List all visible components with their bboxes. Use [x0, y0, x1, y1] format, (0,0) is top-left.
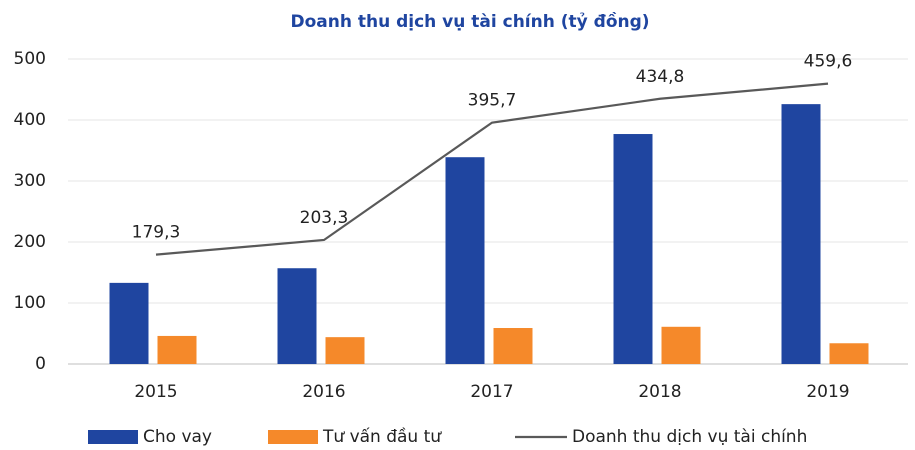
x-tick-label: 2019 — [806, 382, 849, 402]
line — [155, 82, 829, 256]
chart-title: Doanh thu dịch vụ tài chính (tỷ đồng) — [290, 11, 649, 32]
data-label: 434,8 — [636, 67, 685, 87]
x-tick-label: 2017 — [470, 382, 513, 402]
legend-label: Doanh thu dịch vụ tài chính — [572, 427, 807, 447]
bar — [325, 337, 365, 364]
bar — [661, 326, 701, 364]
legend-label: Tư vấn đầu tư — [322, 426, 442, 447]
x-tick-label: 2015 — [134, 382, 177, 402]
data-label: 179,3 — [132, 223, 181, 243]
bar — [781, 104, 821, 364]
bar — [445, 157, 485, 364]
legend-label: Cho vay — [143, 427, 212, 447]
data-label: 395,7 — [468, 91, 517, 111]
bar — [109, 282, 149, 364]
bar — [829, 343, 869, 364]
legend-swatch — [88, 430, 138, 444]
legend-swatch — [268, 430, 318, 444]
y-tick-label: 300 — [14, 171, 46, 191]
y-tick-label: 100 — [14, 293, 46, 313]
bar — [493, 328, 533, 364]
bar — [157, 335, 197, 364]
data-label: 203,3 — [300, 208, 349, 228]
y-tick-label: 200 — [14, 232, 46, 252]
bar — [277, 268, 317, 364]
y-tick-label: 0 — [35, 354, 46, 374]
bar — [613, 134, 653, 364]
y-tick-label: 500 — [14, 49, 46, 69]
x-tick-label: 2016 — [302, 382, 345, 402]
y-tick-label: 400 — [14, 110, 46, 130]
x-tick-label: 2018 — [638, 382, 681, 402]
data-label: 459,6 — [804, 52, 853, 72]
